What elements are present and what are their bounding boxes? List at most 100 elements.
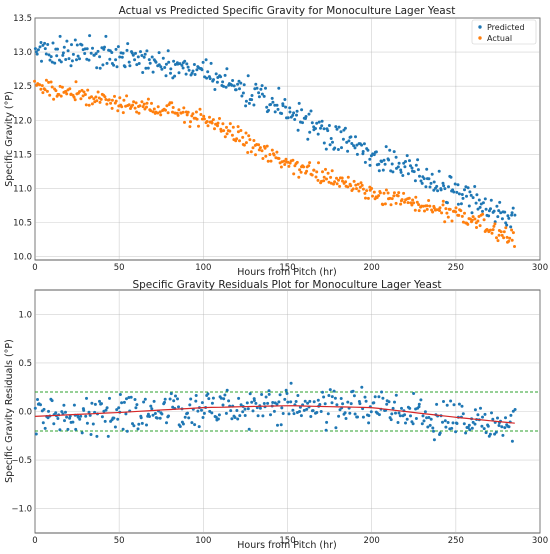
residual-point <box>348 412 351 415</box>
residual-point <box>485 431 488 434</box>
point-actual <box>138 112 141 115</box>
point-actual <box>472 215 475 218</box>
point-actual <box>427 199 430 202</box>
point-actual <box>221 122 224 125</box>
point-predicted <box>88 59 91 62</box>
residual-point <box>196 410 199 413</box>
point-predicted <box>97 50 100 53</box>
residual-point <box>81 431 84 434</box>
residual-point <box>344 411 347 414</box>
point-predicted <box>59 35 62 38</box>
point-actual <box>476 220 479 223</box>
point-actual <box>361 184 364 187</box>
residual-point <box>276 403 279 406</box>
residual-point <box>114 426 117 429</box>
residual-point <box>380 391 383 394</box>
residual-point <box>85 397 88 400</box>
residual-point <box>122 428 125 431</box>
point-predicted <box>397 165 400 168</box>
residual-point <box>120 401 123 404</box>
residual-point <box>73 404 76 407</box>
residual-point <box>298 410 301 413</box>
point-predicted <box>128 64 131 67</box>
point-predicted <box>344 127 347 130</box>
residual-point <box>230 417 233 420</box>
point-actual <box>292 172 295 175</box>
point-predicted <box>256 87 259 90</box>
point-actual <box>447 216 450 219</box>
point-predicted <box>438 170 441 173</box>
residual-point <box>200 409 203 412</box>
point-actual <box>431 211 434 214</box>
point-actual <box>291 159 294 162</box>
point-actual <box>302 165 305 168</box>
residual-point <box>235 409 238 412</box>
point-actual <box>109 102 112 105</box>
residual-point <box>453 403 456 406</box>
residual-point <box>433 438 436 441</box>
residual-point <box>293 412 296 415</box>
point-actual <box>491 232 494 235</box>
residual-point <box>44 427 47 430</box>
point-actual <box>355 187 358 190</box>
residual-point <box>333 390 336 393</box>
residual-point <box>227 399 230 402</box>
point-actual <box>122 111 125 114</box>
point-actual <box>254 153 257 156</box>
residual-point <box>259 407 262 410</box>
point-predicted <box>103 46 106 49</box>
point-predicted <box>210 62 213 65</box>
point-actual <box>243 144 246 147</box>
point-predicted <box>328 124 331 127</box>
x-tick-label: 300 <box>532 263 548 273</box>
residual-point <box>450 427 453 430</box>
point-actual <box>95 99 98 102</box>
point-actual <box>324 168 327 171</box>
point-predicted <box>440 188 443 191</box>
point-predicted <box>277 108 280 111</box>
residual-point <box>253 399 256 402</box>
point-actual <box>387 192 390 195</box>
point-actual <box>51 86 54 89</box>
point-actual <box>207 124 210 127</box>
point-predicted <box>242 92 245 95</box>
residual-point <box>309 415 312 418</box>
point-predicted <box>55 54 58 57</box>
residual-point <box>374 395 377 398</box>
residual-point <box>480 425 483 428</box>
point-predicted <box>117 45 120 48</box>
point-actual <box>367 197 370 200</box>
point-predicted <box>254 83 257 86</box>
residual-point <box>222 397 225 400</box>
point-predicted <box>413 170 416 173</box>
point-predicted <box>305 115 308 118</box>
point-actual <box>346 185 349 188</box>
point-predicted <box>72 53 75 56</box>
residual-point <box>397 421 400 424</box>
residual-point <box>149 405 152 408</box>
point-actual <box>225 126 228 129</box>
y-tick-label: 0.0 <box>18 408 32 418</box>
residual-point <box>334 397 337 400</box>
point-predicted <box>407 172 410 175</box>
point-predicted <box>425 168 428 171</box>
residual-point <box>430 418 433 421</box>
point-actual <box>111 99 114 102</box>
point-predicted <box>330 137 333 140</box>
point-predicted <box>354 135 357 138</box>
point-actual <box>479 224 482 227</box>
residual-point <box>423 419 426 422</box>
residual-point <box>269 413 272 416</box>
point-predicted <box>46 43 49 46</box>
point-predicted <box>68 57 71 60</box>
residual-point <box>78 418 81 421</box>
residual-point <box>418 403 421 406</box>
residual-point <box>249 392 252 395</box>
point-predicted <box>418 175 421 178</box>
point-predicted <box>387 159 390 162</box>
residual-point <box>257 414 260 417</box>
residual-point <box>137 423 140 426</box>
residual-point <box>65 416 68 419</box>
point-actual <box>442 203 445 206</box>
point-predicted <box>489 207 492 210</box>
